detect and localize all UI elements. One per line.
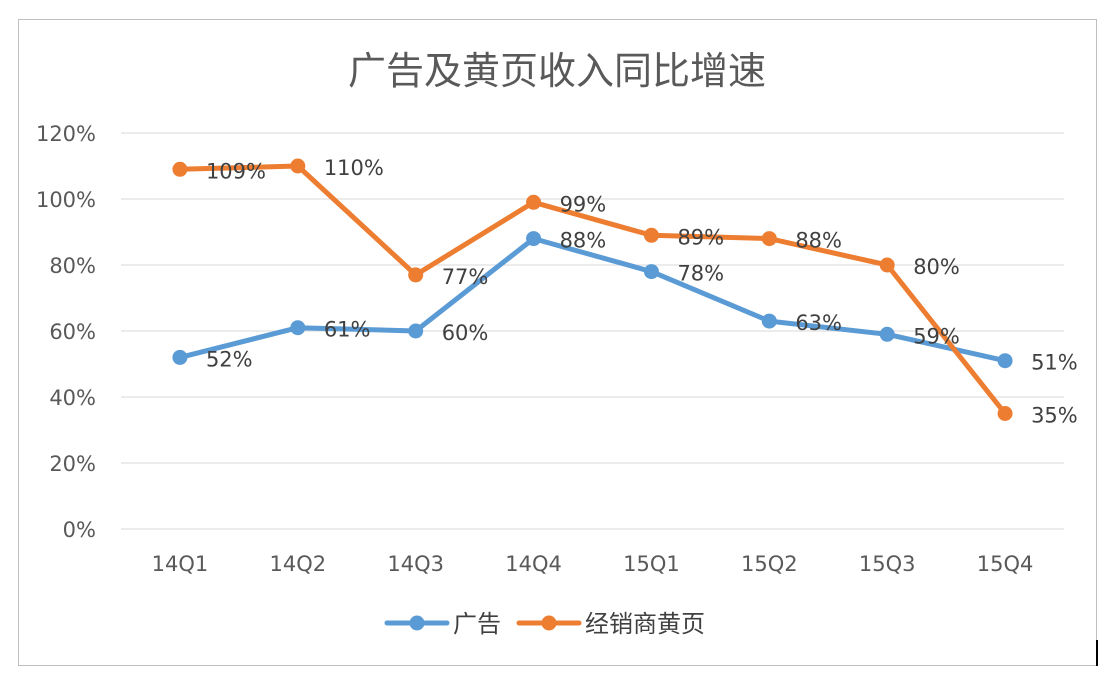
data-point [997, 353, 1013, 369]
data-point [290, 158, 306, 174]
legend-marker [541, 615, 557, 631]
x-tick-label: 15Q4 [977, 552, 1034, 576]
data-label: 88% [560, 229, 607, 253]
legend-marker [409, 615, 425, 631]
data-label: 88% [795, 229, 842, 253]
y-tick-label: 100% [36, 188, 96, 212]
data-point [408, 267, 424, 283]
legend-label: 经销商黄页 [585, 610, 705, 638]
gridlines [121, 132, 1064, 530]
data-point [643, 264, 659, 280]
y-tick-label: 20% [49, 452, 96, 476]
chart-title: 广告及黄页收入同比增速 [348, 49, 766, 93]
series-line-2 [177, 163, 1008, 416]
text-cursor [1096, 640, 1098, 666]
y-tick-label: 60% [49, 320, 96, 344]
data-point [526, 194, 542, 210]
data-point [526, 231, 542, 247]
data-label: 59% [913, 324, 960, 348]
data-label: 35% [1031, 404, 1078, 428]
series-lines [172, 158, 1013, 421]
data-label: 99% [560, 192, 607, 216]
data-point [879, 257, 895, 273]
data-point [408, 323, 424, 339]
data-point [172, 349, 188, 365]
y-tick-label: 120% [36, 122, 96, 146]
series-line-1 [177, 236, 1008, 364]
data-label: 77% [442, 265, 489, 289]
x-tick-label: 14Q4 [505, 552, 562, 576]
x-tick-label: 14Q2 [270, 552, 327, 576]
y-tick-label: 40% [49, 386, 96, 410]
data-point [997, 406, 1013, 421]
x-tick-label: 15Q3 [859, 552, 916, 576]
data-label: 51% [1031, 351, 1078, 375]
data-label: 61% [324, 318, 371, 342]
data-point [643, 227, 659, 243]
data-point [879, 326, 895, 342]
data-label: 63% [795, 311, 842, 335]
data-label: 60% [442, 321, 489, 345]
x-tick-label: 15Q2 [741, 552, 798, 576]
data-point [761, 231, 777, 247]
data-point [761, 313, 777, 329]
data-label: 89% [677, 225, 724, 249]
data-labels: 52% 61% 60% 88% 78% 63% 59% 51% 109% 110% 77% 99% 89… [206, 156, 1078, 428]
axis-labels: 0% 20% 40% 60% 80% 100% 120% 14Q1 14Q2 14Q3 14Q4 15… [36, 122, 1033, 576]
x-tick-label: 14Q1 [152, 552, 209, 576]
data-point [290, 320, 306, 336]
data-label: 78% [677, 262, 724, 286]
legend-label: 广告 [453, 610, 501, 638]
legend: 广告 经销商黄页 [384, 610, 705, 638]
y-tick-label: 80% [49, 254, 96, 278]
y-tick-label: 0% [63, 518, 96, 542]
data-label: 52% [206, 347, 253, 371]
data-label: 110% [324, 156, 384, 180]
x-tick-label: 15Q1 [623, 552, 680, 576]
data-point [172, 161, 188, 177]
x-tick-label: 14Q3 [387, 552, 444, 576]
data-label: 109% [206, 159, 266, 183]
data-label: 80% [913, 255, 960, 279]
